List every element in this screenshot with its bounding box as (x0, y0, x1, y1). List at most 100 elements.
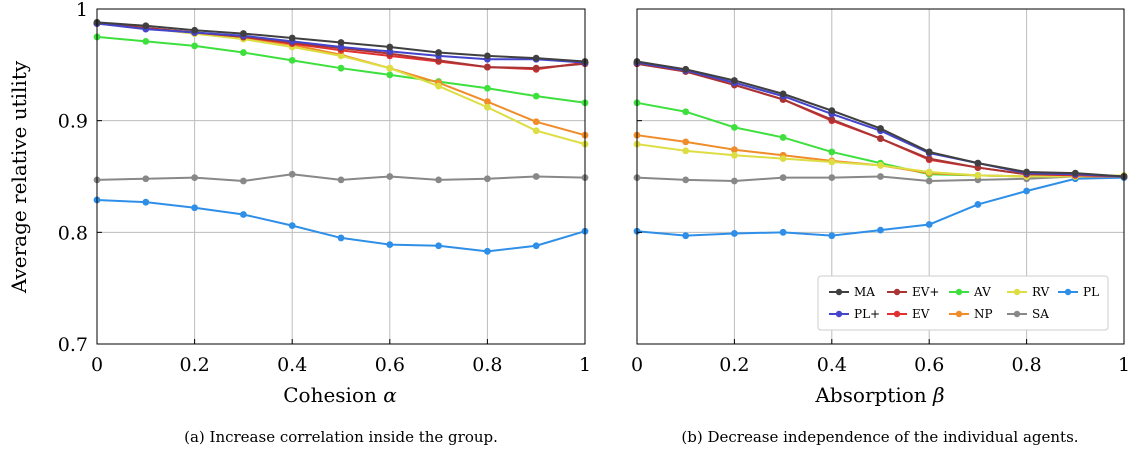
panel-a-point-pl (484, 247, 491, 255)
panel-a-y-tick-label: 0.8 (58, 222, 88, 244)
panel-a-x-axis-label-text: Cohesion (283, 383, 377, 407)
panel-a-y-tick-label: 0.9 (58, 111, 88, 133)
panel-a-x-tick-label: 1 (579, 354, 591, 376)
legend-label: PL+ (854, 307, 880, 321)
panel-a-point-np (484, 98, 491, 106)
panel-a-point-pl (435, 242, 442, 250)
panel-a-point-ma (484, 52, 491, 60)
panel-b-ticks: 0 0.2 0.4 0.6 0.8 1 (631, 8, 1130, 376)
panel-b-point-rv (731, 151, 738, 159)
panel-b-point-rv (682, 147, 690, 155)
legend-swatch-marker (835, 288, 843, 296)
panel-a-point-ma (142, 22, 150, 30)
panel-a-series-pl (93, 196, 589, 255)
panel-a-ticks: 0 0.2 0.4 0.6 0.8 1 0.7 0.8 0.9 1 (58, 0, 591, 376)
panel-b-x-axis-symbol: β (932, 383, 945, 407)
legend-item-np: NP (949, 307, 993, 321)
panel-a-point-rv (435, 82, 442, 90)
legend-label: RV (1032, 285, 1050, 299)
legend-label: NP (974, 307, 993, 321)
panel-a-point-sa (337, 176, 345, 184)
panel-a-x-tick-label: 0.4 (277, 354, 307, 376)
panel-a-point-av (288, 56, 296, 64)
panel-a-point-rv (386, 64, 394, 72)
legend-swatch-marker (893, 310, 901, 318)
panel-a-point-sa (532, 173, 540, 180)
legend: MA EV+ AV RV PL PL+ EV NP SA (817, 275, 1109, 331)
panel-a-point-pl (240, 211, 247, 218)
panel-a-point-av (142, 37, 150, 45)
panel-a-point-ma (191, 26, 199, 34)
legend-box (817, 275, 1109, 331)
panel-b-point-ev-plus (828, 116, 836, 123)
panel-b-x-axis-label-text: Absorption (814, 383, 926, 407)
panel-b-x-tick-label: 0.6 (914, 354, 944, 376)
panel-a-point-av (337, 64, 345, 72)
panel-a-x-tick-label: 0.8 (472, 354, 502, 376)
panel-a-point-sa (142, 175, 150, 183)
panel-b-point-np (731, 146, 738, 154)
panel-a-point-ma (240, 30, 247, 37)
panel-a-point-ev-plus (484, 63, 491, 71)
panel-b-point-ma (1071, 169, 1079, 177)
legend-item-av: AV (949, 285, 991, 299)
panel-b-point-sa (731, 177, 738, 185)
panel-b-point-ma (828, 107, 836, 115)
panel-a-point-ma (337, 39, 345, 46)
panel-a-point-av (532, 92, 540, 100)
legend-swatch-marker (955, 288, 963, 296)
panel-a-point-pl (532, 242, 540, 250)
panel-a-point-av (240, 49, 247, 56)
legend-swatch-marker (955, 310, 963, 318)
legend-item-pl: PL (1058, 285, 1099, 299)
panel-b-point-av (828, 148, 836, 156)
panel-a-series-sa (93, 170, 589, 185)
panel-a-series-rv (93, 19, 589, 148)
legend-label: EV+ (912, 285, 939, 299)
panel-b-point-sa (682, 176, 690, 184)
panel-b-point-pl (682, 232, 690, 240)
panel-b-point-ma (731, 77, 738, 84)
panel-a-point-av (386, 71, 394, 79)
panel-b-point-sa (779, 174, 787, 182)
panel-b-series-ma (633, 58, 1128, 180)
panel-b-chart: 0 0.2 0.4 0.6 0.8 1 Absorption β (b) Decrease… (631, 8, 1130, 446)
panel-a-x-tick-label: 0 (91, 354, 103, 376)
panel-b-point-ma (877, 125, 884, 132)
legend-swatch-marker (1013, 310, 1021, 318)
panel-a-line-pl (96, 198, 586, 253)
panel-a-x-tick-label: 0.2 (179, 354, 209, 376)
panel-a-y-tick-label: 1 (76, 0, 88, 21)
panel-a-y-tick-label: 0.7 (58, 334, 88, 356)
panel-a-point-sa (386, 173, 394, 180)
panel-a-point-ev-plus (532, 64, 540, 72)
panel-a-point-ma (288, 34, 296, 42)
panel-b-series-pl (633, 174, 1128, 240)
panel-a-y-axis-label: Average relative utility (7, 60, 31, 294)
legend-item-pl-plus: PL+ (829, 307, 880, 321)
panel-b-x-tick-label: 0.8 (1011, 354, 1041, 376)
panel-a-x-axis-symbol: α (383, 383, 397, 407)
panel-b-point-pl (779, 228, 787, 236)
legend-label: MA (854, 285, 875, 299)
panel-b-point-ma (682, 65, 690, 73)
legend-label: SA (1032, 307, 1049, 321)
panel-b-point-sa (877, 173, 884, 180)
panel-b-point-pl (1023, 187, 1030, 195)
panel-a-frame (96, 8, 586, 345)
panel-a-point-rv (532, 127, 540, 135)
panel-a-point-sa (288, 170, 296, 178)
legend-item-ev-plus: EV+ (887, 285, 939, 299)
panel-b-point-ev-plus (877, 135, 884, 142)
panel-b-x-tick-label: 0 (631, 354, 643, 376)
panel-b-x-tick-label: 0.2 (719, 354, 749, 376)
panel-b-point-av (682, 108, 690, 116)
panel-a-series (93, 19, 589, 255)
panel-b-point-sa (925, 177, 933, 185)
panel-a-point-np (532, 118, 540, 126)
panel-b-point-ma (1023, 168, 1030, 176)
legend-item-rv: RV (1007, 285, 1050, 299)
panel-b-point-ma (974, 159, 982, 167)
legend-label: EV (912, 307, 930, 321)
legend-label: PL (1083, 285, 1099, 299)
